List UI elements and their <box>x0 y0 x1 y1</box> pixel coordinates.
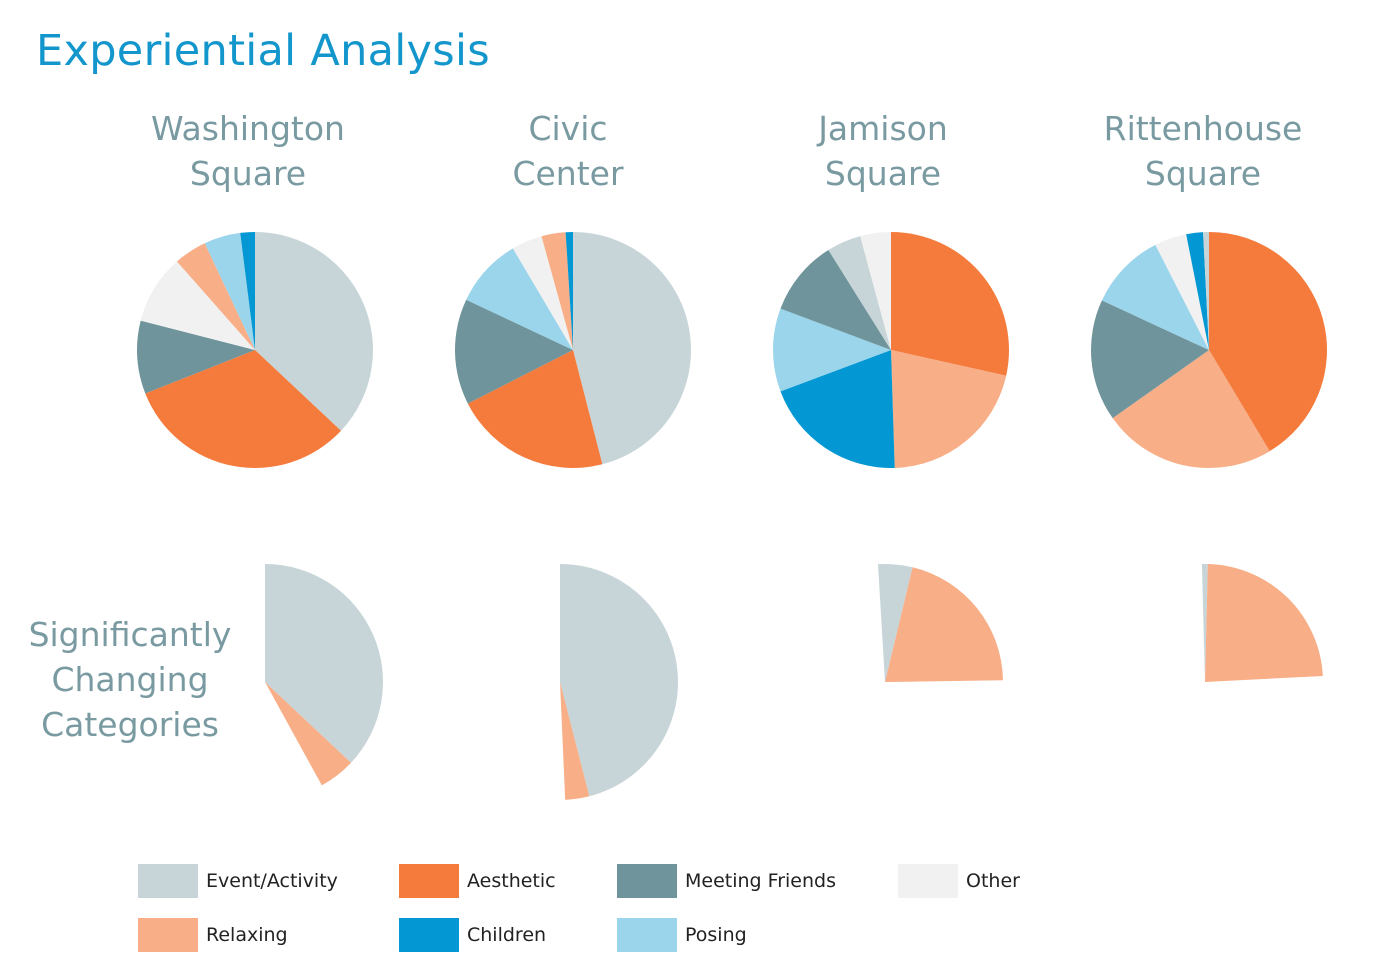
row-label-significant: Significantly Changing Categories <box>20 612 240 747</box>
column-title-rittenhouse: Rittenhouse Square <box>1053 106 1353 196</box>
pie-slice-relaxing <box>1112 350 1270 469</box>
legend-swatch <box>617 864 677 898</box>
pie-slice-posing <box>1101 244 1209 350</box>
pie-1 <box>454 232 691 468</box>
column-title-civic: Civic Center <box>418 106 718 196</box>
legend-swatch <box>138 864 198 898</box>
title-line: Washington <box>151 109 345 148</box>
title-line: Square <box>824 154 942 193</box>
pie-slice-event-activity <box>828 236 891 350</box>
pie-slice-relaxing <box>176 243 255 350</box>
legend-swatch <box>399 864 459 898</box>
pie-slice-event-activity <box>878 563 913 682</box>
legend-item: Other <box>898 864 1020 898</box>
pie-slice-event-activity <box>560 564 678 797</box>
column-title-jamison: Jamison Square <box>733 106 1033 196</box>
pie-slice-other <box>140 261 255 350</box>
pie-slice-aesthetic <box>145 350 342 468</box>
pie-slice-meeting-friends <box>1091 300 1209 419</box>
title-line: Square <box>189 154 307 193</box>
page-title: Experiential Analysis <box>36 26 490 76</box>
pie-4 <box>265 564 383 786</box>
legend-label: Event/Activity <box>206 870 338 892</box>
row-label-line: Significantly <box>28 615 232 654</box>
row-label-line: Changing <box>51 660 209 699</box>
pie-slice-children <box>565 232 573 350</box>
pie-3 <box>1091 232 1328 469</box>
legend-item: Relaxing <box>138 918 288 952</box>
pie-slice-posing <box>466 248 573 350</box>
pie-slice-children <box>780 350 895 468</box>
legend-item: Event/Activity <box>138 864 338 898</box>
pie-slice-aesthetic <box>1209 232 1328 452</box>
legend-label: Children <box>467 924 547 946</box>
title-line: Rittenhouse <box>1103 109 1303 148</box>
pie-slice-relaxing <box>885 567 1003 682</box>
legend-item: Children <box>399 918 546 952</box>
pie-slice-other <box>860 232 891 350</box>
title-line: Jamison <box>818 109 948 148</box>
pie-slice-children <box>1186 232 1209 350</box>
pie-slice-posing <box>773 308 891 392</box>
pie-slice-relaxing <box>560 682 590 800</box>
legend-swatch <box>617 918 677 952</box>
title-line: Square <box>1144 154 1262 193</box>
pie-slice-meeting-friends <box>137 320 255 394</box>
legend-swatch <box>898 864 958 898</box>
pie-slice-event-activity <box>573 232 691 465</box>
pie-slice-meeting-friends <box>454 299 573 404</box>
legend-swatch <box>399 918 459 952</box>
pie-6 <box>878 563 1003 682</box>
row-label-line: Categories <box>41 705 219 744</box>
pie-slice-relaxing <box>891 350 1007 468</box>
pie-0 <box>137 232 374 468</box>
title-line: Center <box>512 154 624 193</box>
column-title-washington: Washington Square <box>98 106 398 196</box>
pie-2 <box>773 232 1010 468</box>
legend-item: Posing <box>617 918 747 952</box>
pie-slice-posing <box>204 232 255 350</box>
pie-slice-event-activity <box>255 232 374 431</box>
legend-item: Aesthetic <box>399 864 556 898</box>
pie-slice-event-activity <box>1201 563 1208 682</box>
title-line: Civic <box>528 109 608 148</box>
pie-slice-aesthetic <box>467 350 603 468</box>
legend-label: Posing <box>685 924 747 946</box>
legend-label: Aesthetic <box>467 870 556 892</box>
pie-5 <box>560 564 678 800</box>
pie-slice-aesthetic <box>891 232 1010 376</box>
pie-slice-relaxing <box>541 232 573 350</box>
pie-slice-relaxing <box>1205 564 1323 682</box>
pie-slice-children <box>240 232 255 350</box>
pie-slice-meeting-friends <box>780 249 891 350</box>
legend-item: Meeting Friends <box>617 864 836 898</box>
legend-label: Meeting Friends <box>685 870 836 892</box>
pie-slice-event-activity <box>1203 232 1209 350</box>
legend-label: Relaxing <box>206 924 288 946</box>
pie-slice-event-activity <box>265 564 383 763</box>
pie-slice-relaxing <box>265 682 352 786</box>
pie-7 <box>1201 563 1323 682</box>
legend-label: Other <box>966 870 1020 892</box>
pie-slice-other <box>1155 234 1209 350</box>
legend-swatch <box>138 918 198 952</box>
pie-slice-other <box>512 236 573 350</box>
